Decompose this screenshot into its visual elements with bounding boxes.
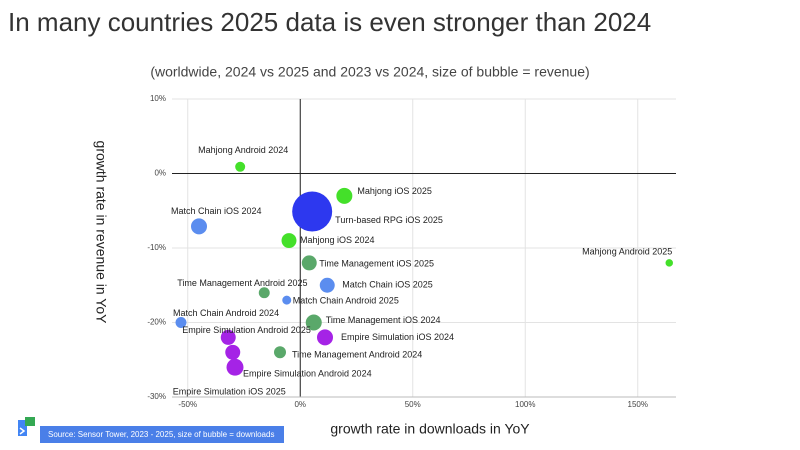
bubble — [301, 255, 317, 271]
bubble-label: Time Management Android 2025 — [177, 278, 307, 288]
bubble — [175, 317, 187, 328]
x-tick-label: 150% — [628, 400, 648, 409]
bubble-label: Empire Simulation Android 2024 — [243, 369, 372, 379]
y-tick-label: 0% — [154, 169, 166, 178]
y-tick-label: -30% — [147, 392, 166, 401]
x-tick-label: -50% — [178, 400, 197, 409]
bubble-label: Match Chain iOS 2024 — [171, 206, 262, 216]
bubble — [225, 344, 241, 360]
bubble-label: Match Chain iOS 2025 — [342, 280, 433, 290]
bubble-label: Empire Simulation Android 2025 — [182, 325, 311, 335]
bubble-label: Empire Simulation iOS 2024 — [341, 332, 454, 342]
subtitle: (worldwide, 2024 vs 2025 and 2023 vs 202… — [150, 64, 589, 80]
bubble — [317, 329, 333, 346]
bubble — [282, 295, 292, 305]
x-tick-label: 50% — [405, 400, 421, 409]
y-tick-label: -10% — [147, 243, 166, 252]
bubble — [226, 358, 244, 376]
x-tick-label: 100% — [515, 400, 535, 409]
x-tick-label: 0% — [294, 400, 306, 409]
bubble — [305, 314, 322, 331]
bubble-label: Mahjong Android 2025 — [582, 246, 672, 256]
slide-title: In many countries 2025 data is even stro… — [8, 7, 651, 37]
bubble — [220, 329, 236, 345]
source: Source: Sensor Tower, 2023 - 2025, size … — [48, 430, 274, 439]
bubble — [235, 161, 246, 172]
bubble-label: Mahjong iOS 2024 — [300, 235, 375, 245]
source-box — [40, 426, 284, 443]
bubble — [665, 259, 673, 267]
bubble-label: Match Chain Android 2024 — [173, 308, 279, 318]
bubble-label: Time Management iOS 2024 — [326, 315, 441, 325]
bubble-label: Empire Simulation iOS 2025 — [173, 387, 286, 397]
y-tick-label: 10% — [150, 94, 166, 103]
bubble — [281, 233, 297, 249]
logo — [18, 417, 35, 436]
bubble-label: Turn-based RPG iOS 2025 — [335, 215, 443, 225]
bubble-label: Time Management Android 2024 — [292, 350, 422, 360]
bubble-label: Mahjong iOS 2025 — [357, 186, 432, 196]
y-axis-label: growth rate in revenue in YoY — [93, 141, 109, 325]
y-tick-label: -20% — [147, 318, 166, 327]
bubble — [191, 218, 207, 235]
bubble-label: Match Chain Android 2025 — [293, 296, 399, 306]
bubble-label: Mahjong Android 2024 — [198, 145, 288, 155]
bubble — [319, 277, 335, 293]
bubble — [292, 191, 333, 232]
bubble — [258, 287, 270, 299]
bubble — [336, 187, 353, 204]
bubble-label: Time Management iOS 2025 — [319, 258, 434, 268]
x-axis-label: growth rate in downloads in YoY — [330, 421, 530, 437]
bubble — [274, 346, 286, 359]
